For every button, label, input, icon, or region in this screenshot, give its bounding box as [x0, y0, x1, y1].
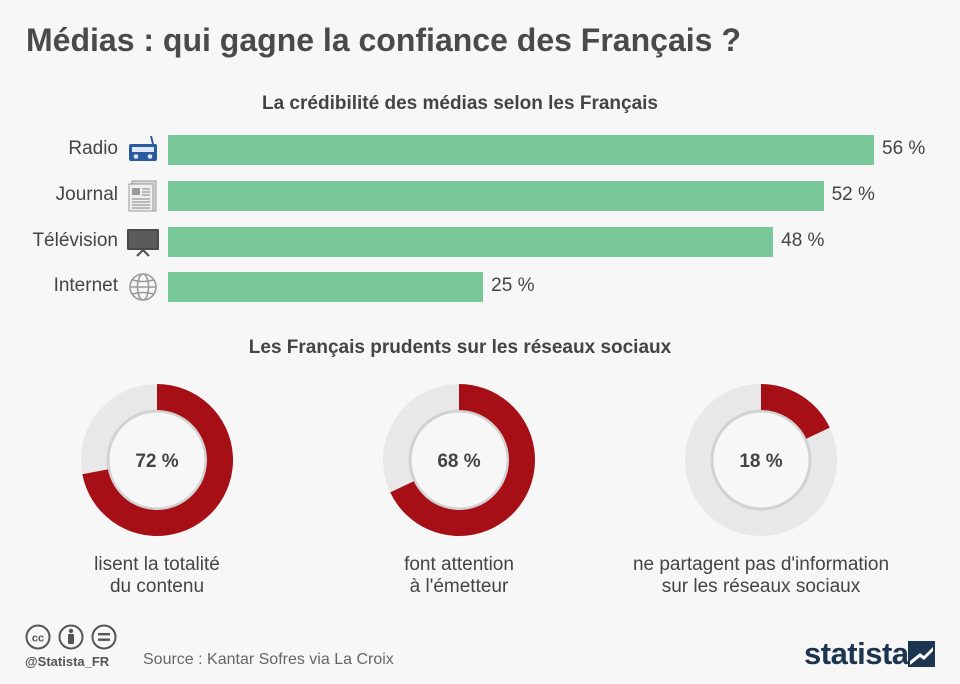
cc-icon: cc [25, 624, 51, 650]
donut-caption-line: du contenu [109, 576, 205, 597]
bar-row: Journal 52 % [0, 180, 960, 212]
bar-category-label: Radio [68, 138, 118, 159]
television-icon [126, 226, 160, 258]
bar-category-label: Télévision [32, 230, 118, 251]
attribution-icon [58, 624, 84, 650]
bar-category-label: Internet [53, 275, 118, 296]
donut-chart: 18 % [685, 384, 837, 536]
donut-slice [761, 384, 830, 439]
donut-hole [106, 409, 208, 511]
source-text: Source : Kantar Sofres via La Croix [143, 651, 394, 668]
statista-logo-icon [908, 641, 935, 667]
donut-item: 18 % ne partagent pas d'information sur le… [581, 382, 941, 598]
bar-value-label: 25 % [491, 275, 535, 296]
donut-section-title: Les Français prudents sur les réseaux so… [248, 337, 672, 358]
donut-caption-line: sur les réseaux sociaux [661, 576, 861, 597]
donut-caption-line: lisent la totalité [94, 554, 220, 575]
statista-brand[interactable]: statista [804, 636, 909, 671]
bar [168, 227, 774, 257]
donut-item: 68 % font attention à l'émetteur [279, 382, 639, 598]
bar [168, 181, 824, 211]
bar [168, 135, 874, 165]
donut-hole [408, 409, 510, 511]
donut-caption-line: à l'émetteur [409, 576, 509, 597]
donut-caption-line: font attention [404, 554, 514, 575]
bar-value-label: 56 % [882, 138, 926, 159]
donut-value-label: 72 % [135, 451, 178, 472]
bar-value-label: 52 % [831, 184, 875, 205]
bar-row: Radio 56 % [0, 134, 960, 166]
bar-chart-title: La crédibilité des médias selon les Fran… [261, 93, 658, 114]
globe-icon [126, 271, 160, 303]
donut-chart: 72 % [81, 384, 234, 536]
bar-category-label: Journal [55, 184, 118, 205]
bar-value-label: 48 % [781, 230, 825, 251]
license-icons: cc [25, 624, 117, 650]
donut-hole [710, 409, 812, 511]
radio-icon [126, 134, 160, 166]
donut-chart: 68 % [383, 384, 535, 536]
donut-caption: font attention à l'émetteur [279, 554, 639, 598]
donut-item: 72 % lisent la totalité du contenu [0, 382, 337, 598]
newspaper-icon [126, 180, 160, 212]
bar [168, 272, 484, 302]
donut-value-label: 18 % [739, 451, 782, 472]
svg-text:cc: cc [32, 633, 44, 645]
page-title: Médias : qui gagne la confiance des Fran… [26, 22, 741, 58]
bar-row: Télévision 48 % [0, 226, 960, 258]
donut-caption: lisent la totalité du contenu [0, 554, 337, 598]
no-derivatives-icon [91, 624, 117, 650]
donut-slice [390, 384, 535, 536]
donut-caption-line: ne partagent pas d'information [632, 554, 890, 575]
donut-caption: ne partagent pas d'information sur les ré… [581, 554, 941, 598]
donut-slice [82, 384, 234, 536]
bar-row: Internet 25 % [0, 271, 960, 303]
donut-value-label: 68 % [437, 451, 480, 472]
twitter-handle[interactable]: @Statista_FR [25, 654, 110, 669]
